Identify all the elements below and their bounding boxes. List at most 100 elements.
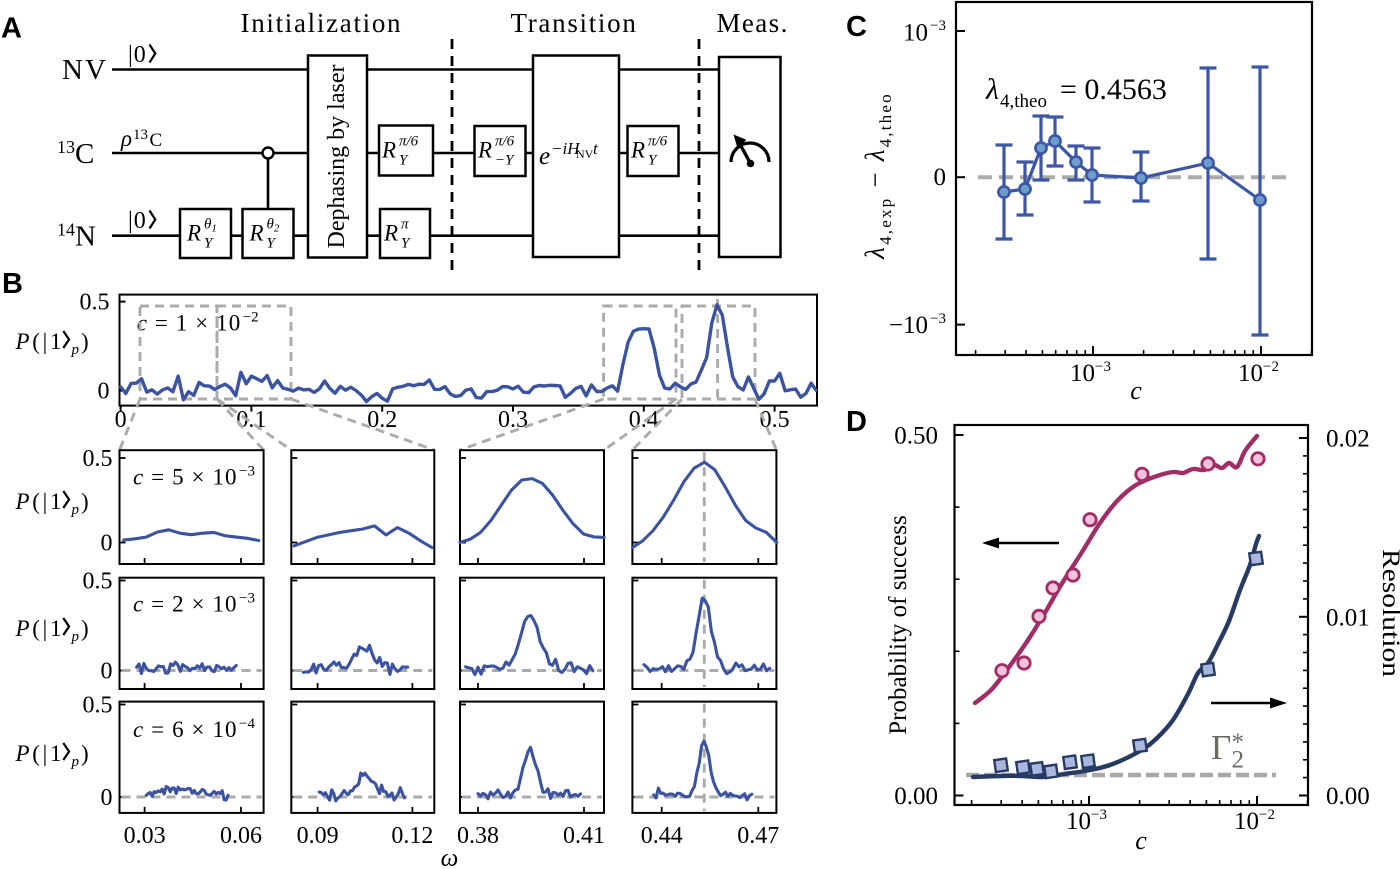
svg-text:B: B xyxy=(2,268,23,300)
svg-text:Y: Y xyxy=(267,236,277,252)
svg-text:−3: −3 xyxy=(239,591,255,607)
svg-text:13C: 13C xyxy=(57,137,94,170)
svg-text:−Y: −Y xyxy=(495,153,515,169)
svg-text:0.00: 0.00 xyxy=(894,783,938,810)
svg-text:4,theo: 4,theo xyxy=(1000,91,1047,112)
svg-text:*: * xyxy=(1232,729,1245,756)
svg-text:−2: −2 xyxy=(243,310,259,326)
svg-text:R: R xyxy=(381,138,396,163)
svg-text:π/6: π/6 xyxy=(495,134,515,150)
svg-text:): ) xyxy=(81,329,89,354)
svg-text:= 0.4563: = 0.4563 xyxy=(1060,73,1167,106)
svg-text:0.50: 0.50 xyxy=(894,423,938,450)
svg-text:0.5: 0.5 xyxy=(83,446,113,472)
svg-text:−2: −2 xyxy=(1263,359,1279,375)
svg-text:Y: Y xyxy=(204,236,214,252)
svg-text:p: p xyxy=(71,629,80,645)
svg-text:−iH: −iH xyxy=(551,139,581,158)
svg-text:0: 0 xyxy=(101,531,113,557)
svg-text:10: 10 xyxy=(903,19,928,46)
svg-text:0.5: 0.5 xyxy=(83,569,113,595)
svg-text:): ) xyxy=(81,616,89,641)
svg-text:0.41: 0.41 xyxy=(563,823,605,849)
svg-text:R: R xyxy=(186,221,201,246)
svg-text:ρ: ρ xyxy=(120,126,132,151)
svg-text:c: c xyxy=(1130,376,1142,405)
svg-text:c = 5 × 10: c = 5 × 10 xyxy=(133,465,238,490)
svg-text:0: 0 xyxy=(98,379,110,405)
svg-text:−3: −3 xyxy=(1095,359,1111,375)
svg-text:D: D xyxy=(846,406,867,438)
svg-text:C: C xyxy=(846,11,867,43)
svg-text:R: R xyxy=(477,138,492,163)
svg-text:Dephasing by laser: Dephasing by laser xyxy=(324,65,350,249)
svg-text:P(|1: P (|1 xyxy=(15,489,62,514)
svg-text:π/6: π/6 xyxy=(648,134,668,150)
svg-text:P(|1: P (|1 xyxy=(15,329,62,354)
svg-text:10: 10 xyxy=(1234,808,1259,835)
svg-text:p: p xyxy=(71,502,80,518)
svg-text:NV: NV xyxy=(576,147,594,161)
svg-text:0: 0 xyxy=(115,407,127,433)
svg-text:Meas.: Meas. xyxy=(717,8,789,38)
svg-text:0.44: 0.44 xyxy=(641,823,683,849)
svg-text:λ: λ xyxy=(985,73,999,106)
svg-text:0: 0 xyxy=(101,659,113,685)
svg-text:R: R xyxy=(383,221,398,246)
svg-text:0.02: 0.02 xyxy=(1326,426,1370,453)
svg-text:−3: −3 xyxy=(930,18,946,34)
svg-text:t: t xyxy=(593,139,599,158)
svg-text:14N: 14N xyxy=(57,220,96,253)
svg-text:): ) xyxy=(81,741,89,766)
svg-text:c = 6 × 10: c = 6 × 10 xyxy=(133,717,238,742)
svg-text:P(|1: P (|1 xyxy=(15,741,62,766)
svg-text:π: π xyxy=(401,217,409,233)
svg-text:|0: |0 xyxy=(128,42,147,68)
svg-text:p: p xyxy=(71,754,80,770)
svg-text:−2: −2 xyxy=(1259,807,1275,823)
svg-text:p: p xyxy=(71,342,80,358)
svg-text:−3: −3 xyxy=(1091,807,1107,823)
svg-text:0.5: 0.5 xyxy=(80,290,110,316)
svg-text:−10: −10 xyxy=(889,312,928,339)
svg-text:0.09: 0.09 xyxy=(297,823,339,849)
svg-text:0.03: 0.03 xyxy=(124,823,166,849)
svg-text:|0: |0 xyxy=(128,208,147,234)
svg-text:ω: ω xyxy=(441,845,459,869)
svg-text:R: R xyxy=(249,221,264,246)
svg-text:Transition: Transition xyxy=(511,8,638,38)
svg-text:0.01: 0.01 xyxy=(1326,604,1370,631)
svg-text:c = 1 × 10: c = 1 × 10 xyxy=(137,311,242,336)
svg-text:c = 2 × 10: c = 2 × 10 xyxy=(133,592,238,617)
svg-text:Γ: Γ xyxy=(1211,728,1231,767)
svg-text:A: A xyxy=(1,13,22,45)
svg-text:0.5: 0.5 xyxy=(83,693,113,719)
svg-text:0.00: 0.00 xyxy=(1326,783,1370,810)
svg-text:0.47: 0.47 xyxy=(737,823,779,849)
svg-text:0: 0 xyxy=(101,785,113,811)
svg-text:c: c xyxy=(1135,826,1147,855)
svg-text:R: R xyxy=(630,138,645,163)
svg-text:Probability of success: Probability of success xyxy=(885,515,912,734)
svg-text:10: 10 xyxy=(1070,360,1095,387)
svg-text:−3: −3 xyxy=(930,311,946,327)
svg-text:0: 0 xyxy=(934,164,947,191)
svg-text:0.12: 0.12 xyxy=(391,823,433,849)
svg-text:Resolution: Resolution xyxy=(1377,549,1400,678)
svg-text:Y: Y xyxy=(399,153,409,169)
svg-text:−4: −4 xyxy=(239,716,255,732)
svg-text:13: 13 xyxy=(133,127,148,143)
svg-text:0.06: 0.06 xyxy=(220,823,262,849)
svg-text:Initialization: Initialization xyxy=(241,8,403,38)
svg-text:Y: Y xyxy=(401,236,411,252)
svg-text:π/6: π/6 xyxy=(399,134,419,150)
svg-text:Y: Y xyxy=(648,153,658,169)
svg-text:−3: −3 xyxy=(239,464,255,480)
svg-text:λ4,exp − λ4,theo: λ4,exp − λ4,theo xyxy=(860,92,895,260)
svg-text:P(|1: P (|1 xyxy=(15,616,62,641)
svg-text:): ) xyxy=(81,489,89,514)
svg-text:e: e xyxy=(539,143,550,170)
svg-text:C: C xyxy=(150,130,163,151)
svg-text:10: 10 xyxy=(1238,360,1263,387)
svg-text:NV: NV xyxy=(62,54,108,86)
